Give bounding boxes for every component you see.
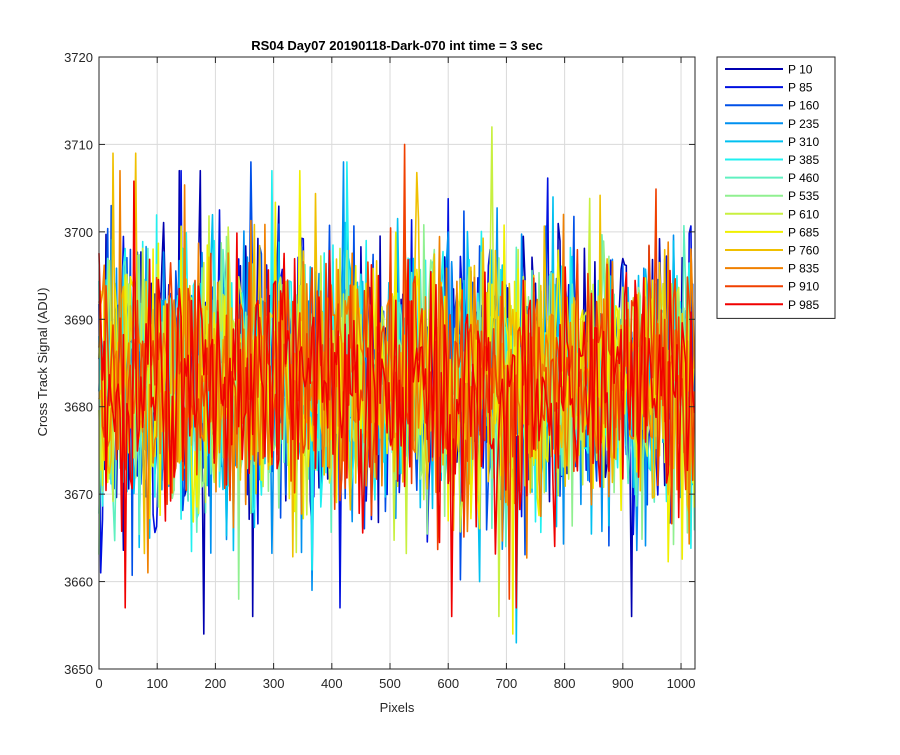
legend-box (716, 56, 836, 319)
legend-label: P 385 (788, 153, 819, 167)
legend-label: P 985 (788, 298, 819, 312)
x-tick-label: 300 (263, 676, 285, 691)
y-tick-label: 3660 (64, 575, 93, 590)
y-tick-label: 3700 (64, 225, 93, 240)
legend-label: P 910 (788, 280, 819, 294)
legend-label: P 85 (788, 81, 813, 95)
series-line (98, 180, 696, 618)
y-tick-label: 3650 (64, 662, 93, 677)
legend-label: P 535 (788, 189, 819, 203)
legend-label: P 10 (788, 63, 813, 77)
legend-label: P 160 (788, 99, 819, 113)
series-layer (98, 126, 696, 644)
x-tick-label: 700 (496, 676, 518, 691)
legend-label: P 460 (788, 171, 819, 185)
legend-label: P 685 (788, 225, 819, 239)
x-tick-label: 400 (321, 676, 343, 691)
x-tick-label: 900 (612, 676, 634, 691)
x-tick-label: 1000 (667, 676, 696, 691)
x-tick-label: 600 (437, 676, 459, 691)
y-tick-label: 3680 (64, 400, 93, 415)
x-tick-label: 800 (554, 676, 576, 691)
legend-label: P 835 (788, 262, 819, 276)
y-tick-label: 3670 (64, 487, 93, 502)
y-axis-label: Cross Track Signal (ADU) (35, 288, 50, 437)
axes-box (98, 56, 696, 670)
y-tick-label: 3710 (64, 137, 93, 152)
x-tick-label: 200 (205, 676, 227, 691)
chart-title: RS04 Day07 20190118-Dark-070 int time = … (251, 38, 543, 53)
legend: P 10 P 85 P 160 P 235 P 310 P 385 P 460 P 535 P … (716, 56, 836, 319)
x-axis-label: Pixels (380, 700, 415, 715)
x-tick-label: 0 (95, 676, 102, 691)
axes-layer: 0 100 200 300 400 500 600 700 800 900 1000 3650 3660… (64, 50, 696, 691)
x-tick-label: 500 (379, 676, 401, 691)
legend-label: P 310 (788, 135, 819, 149)
legend-label: P 760 (788, 244, 819, 258)
y-tick-label: 3690 (64, 312, 93, 327)
x-tick-label: 100 (146, 676, 168, 691)
y-tick-label: 3720 (64, 50, 93, 65)
legend-label: P 610 (788, 207, 819, 221)
legend-label: P 235 (788, 117, 819, 131)
